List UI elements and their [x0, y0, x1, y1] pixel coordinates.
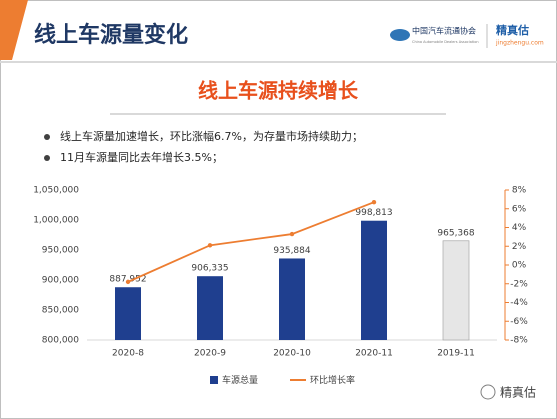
- bullet-dot: [44, 155, 50, 161]
- y2-tick-label: -8%: [510, 336, 528, 346]
- legend-label: 环比增长率: [310, 374, 355, 386]
- logo-name-en: China Automobile Dealers Association: [412, 40, 479, 44]
- logo-name: 中国汽车流通协会: [412, 26, 476, 36]
- watermark: 精真估: [500, 386, 536, 400]
- brand-url: jingzhengu.com: [495, 40, 544, 47]
- y2-tick-label: 2%: [512, 242, 527, 252]
- y2-tick-label: 8%: [512, 186, 527, 196]
- line-point: [125, 279, 131, 285]
- y2-tick-label: 6%: [512, 204, 527, 214]
- x-tick-label: 2019-11: [437, 349, 475, 359]
- y-tick-label: 800,000: [42, 336, 79, 346]
- bar: [361, 220, 387, 340]
- bullet: 11月车源量同比去年增长3.5%；: [60, 150, 223, 164]
- data-label: 935,884: [273, 246, 310, 256]
- legend-swatch: [210, 376, 218, 384]
- line-point: [289, 231, 295, 237]
- bar: [279, 258, 305, 340]
- data-label: 998,813: [355, 208, 392, 218]
- logo-icon: [390, 29, 410, 41]
- y2-tick-label: -6%: [510, 317, 528, 327]
- line: [127, 201, 375, 283]
- line-point: [371, 199, 377, 205]
- y-tick-label: 1,000,000: [33, 216, 79, 226]
- y2-tick-label: -4%: [510, 298, 528, 308]
- header-title: 线上车源量变化: [34, 22, 188, 48]
- line-point: [207, 243, 213, 248]
- bullet-dot: [44, 134, 50, 140]
- x-tick-label: 2020-11: [355, 349, 393, 359]
- y-tick-label: 1,050,000: [33, 186, 79, 196]
- x-tick-label: 2020-9: [194, 349, 226, 359]
- y2-tick-label: 4%: [512, 223, 527, 233]
- header-accent: [0, 0, 28, 60]
- y-tick-label: 950,000: [42, 246, 79, 256]
- wechat-icon: [480, 384, 496, 400]
- subtitle: 线上车源持续增长: [198, 79, 359, 103]
- y-tick-label: 900,000: [42, 276, 79, 286]
- data-label: 906,335: [191, 264, 228, 274]
- bar: [197, 276, 223, 340]
- data-label: 965,368: [437, 228, 474, 238]
- x-tick-label: 2020-10: [273, 349, 311, 359]
- bar: [115, 287, 141, 340]
- bar: [442, 240, 470, 341]
- brand: 精真估: [496, 23, 529, 37]
- y-tick-label: 850,000: [42, 306, 79, 316]
- bullet: 线上车源量加速增长，环比涨幅6.7%，为存量市场持续助力；: [60, 129, 363, 143]
- legend-label: 车源总量: [222, 374, 258, 386]
- x-tick-label: 2020-8: [112, 349, 144, 359]
- y2-tick-label: -2%: [510, 279, 528, 289]
- y2-tick-label: 0%: [512, 261, 527, 271]
